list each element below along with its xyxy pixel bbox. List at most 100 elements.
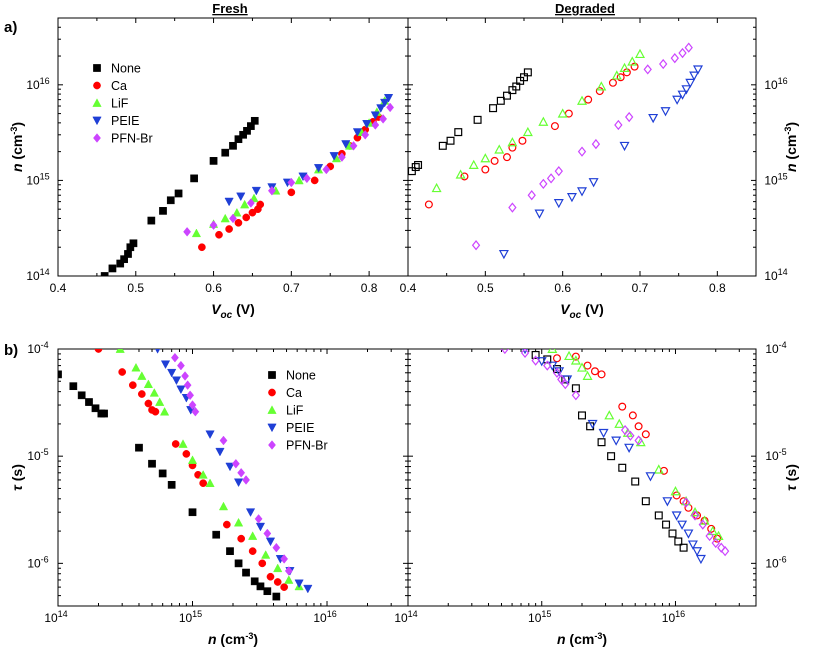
data-point <box>258 559 267 568</box>
data-point <box>648 113 659 124</box>
data-point <box>717 542 726 553</box>
data-point <box>256 200 265 209</box>
series-pfn-br <box>471 42 693 251</box>
data-point <box>641 497 650 506</box>
data-point <box>597 438 606 447</box>
data-point <box>557 374 566 385</box>
data-point <box>255 522 266 532</box>
series-lif <box>115 349 304 591</box>
series-none <box>408 68 532 176</box>
x-tick-label: 1015 <box>528 609 551 625</box>
data-point <box>679 543 688 552</box>
data-point <box>225 225 233 233</box>
data-point <box>643 64 652 75</box>
data-point <box>616 73 625 82</box>
legend-marker <box>267 405 277 414</box>
data-point <box>553 199 564 209</box>
data-point <box>128 381 137 389</box>
data-point <box>552 354 561 363</box>
data-point <box>181 371 189 381</box>
data-point <box>508 202 517 213</box>
data-point <box>155 397 165 406</box>
data-point <box>178 439 188 448</box>
data-point <box>539 178 548 190</box>
data-point <box>653 464 664 474</box>
data-point <box>473 115 482 124</box>
legend-label: PFN-Br <box>111 132 153 146</box>
data-series-group <box>58 349 313 601</box>
data-point <box>596 81 607 91</box>
data-point <box>641 430 650 439</box>
data-point <box>256 582 265 591</box>
data-point <box>611 70 622 80</box>
x-axis-label: n (cm-3) <box>557 631 607 647</box>
data-point <box>684 42 693 53</box>
data-point <box>284 566 293 576</box>
data-point <box>218 501 229 511</box>
data-point <box>619 62 630 72</box>
data-point <box>237 467 246 478</box>
data-point <box>77 391 86 400</box>
data-point <box>576 187 588 197</box>
data-point <box>588 178 599 188</box>
series-none <box>58 370 281 601</box>
panel-label-b: b) <box>4 342 18 359</box>
data-point <box>250 577 259 586</box>
data-point <box>618 463 627 472</box>
data-point <box>566 193 577 203</box>
data-point <box>582 370 593 380</box>
data-point <box>237 534 246 543</box>
legend-label: Ca <box>286 386 302 400</box>
data-point <box>698 519 707 530</box>
series-none <box>531 350 688 552</box>
x-axis-label: n (cm-3) <box>208 631 258 647</box>
data-point <box>147 216 156 225</box>
data-point <box>672 95 683 105</box>
data-point <box>280 554 289 564</box>
x-tick-label: 0.5 <box>477 281 494 295</box>
data-point <box>100 409 108 418</box>
data-point <box>198 243 206 252</box>
data-point <box>166 196 175 205</box>
data-point <box>376 104 386 113</box>
data-point <box>543 360 552 371</box>
data-point <box>143 379 154 388</box>
data-point <box>85 398 93 406</box>
title-degraded: Degraded <box>555 1 615 16</box>
y-tick-label: 10-6 <box>27 554 48 570</box>
data-point <box>243 126 251 135</box>
data-point <box>337 152 346 162</box>
data-point <box>261 550 271 559</box>
data-point <box>690 510 700 521</box>
data-point <box>94 349 103 353</box>
data-point <box>678 47 687 59</box>
chart-b-degraded: 1014 1015 1016 10-4 10-5 10-6 n (cm-3) τ (s) <box>394 340 799 647</box>
data-point <box>176 360 185 371</box>
data-point <box>414 160 423 169</box>
data-point <box>284 575 294 584</box>
data-point <box>557 108 568 118</box>
data-point <box>313 164 324 173</box>
data-point <box>670 486 681 496</box>
data-point <box>205 478 215 488</box>
legend-marker <box>267 423 277 433</box>
data-point <box>248 547 257 555</box>
data-point <box>671 511 682 521</box>
data-point <box>58 370 62 379</box>
data-point <box>620 424 630 436</box>
data-point <box>607 452 616 461</box>
data-point <box>481 165 490 174</box>
y-tick-label: 10-5 <box>765 447 786 463</box>
data-point <box>662 497 673 507</box>
data-point <box>124 250 132 258</box>
legend-label: LiF <box>286 404 304 418</box>
data-point <box>251 186 261 196</box>
data-point <box>220 213 230 223</box>
y-axis-label: τ (s) <box>9 464 25 491</box>
y-tick-label: 1015 <box>26 171 49 187</box>
x-tick-label: 1016 <box>313 609 336 625</box>
data-point <box>176 385 186 395</box>
data-point <box>720 545 730 557</box>
data-point <box>508 143 517 152</box>
chart-a-fresh: 0.4 0.5 0.6 0.7 0.8 1014 1015 1016 Voc (V) n (cm-… <box>9 17 409 321</box>
